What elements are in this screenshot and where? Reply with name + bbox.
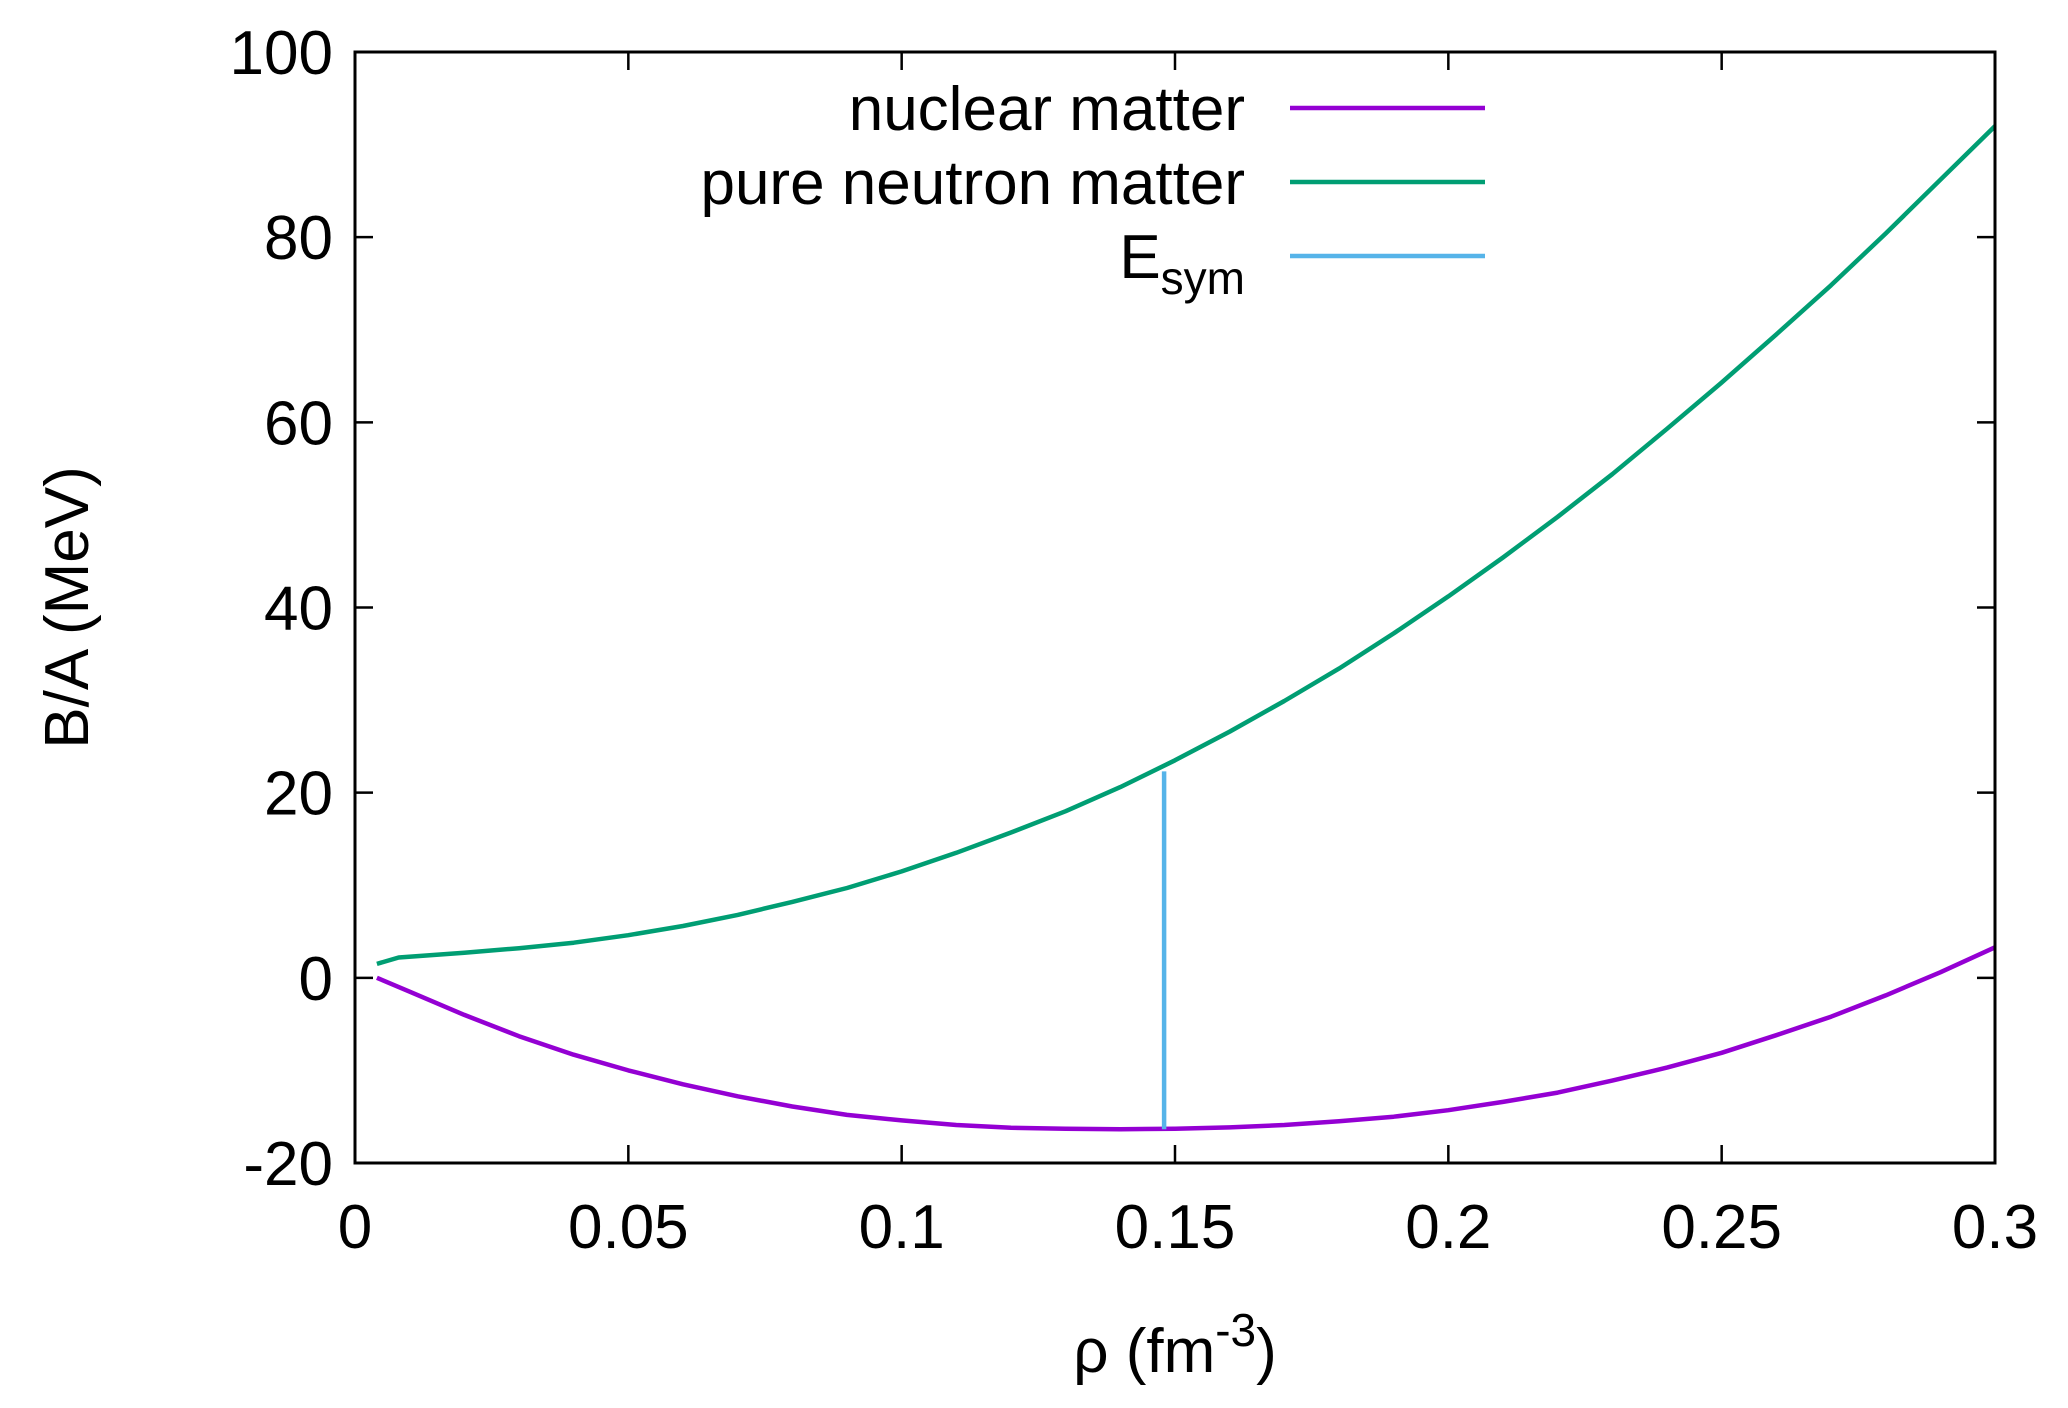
legend-label-esym-base: E [1119, 223, 1160, 292]
y-tick-label: 60 [264, 389, 333, 458]
series-line-pure-neutron-matter [376, 124, 1997, 967]
series-layer [376, 124, 1997, 1132]
y-tick-label: 100 [230, 19, 333, 88]
legend: nuclear matter pure neutron matter Esym [700, 75, 1485, 304]
x-axis-label: ρ (fm-3) [1073, 1304, 1277, 1386]
x-axis-label-base: ρ (fm [1073, 1317, 1215, 1386]
x-tick-label: 0.3 [1952, 1193, 2038, 1262]
x-tick-label: 0.25 [1661, 1193, 1782, 1262]
x-tick-label: 0.15 [1115, 1193, 1236, 1262]
x-axis-label-tail: ) [1256, 1317, 1277, 1386]
legend-label-esym: Esym [1119, 223, 1245, 304]
x-tick-label: 0.2 [1405, 1193, 1491, 1262]
legend-label-pure-neutron-matter: pure neutron matter [700, 149, 1245, 218]
x-tick-label: 0 [338, 1193, 372, 1262]
legend-label-esym-subscript: sym [1161, 252, 1245, 304]
plot-frame [353, 50, 1997, 1165]
y-tick-label: 40 [264, 575, 333, 644]
y-tick-label: 80 [264, 204, 333, 273]
x-tick-label: 0.05 [568, 1193, 689, 1262]
y-tick-label: 0 [299, 945, 333, 1014]
y-axis-label: B/A (MeV) [33, 466, 102, 749]
x-tick-label: 0.1 [859, 1193, 945, 1262]
y-tick-label: -20 [243, 1130, 333, 1199]
legend-label-nuclear-matter: nuclear matter [849, 75, 1245, 144]
y-tick-label: 20 [264, 760, 333, 829]
x-axis-label-superscript: -3 [1215, 1304, 1256, 1356]
series-line-nuclear-matter [376, 945, 1996, 1132]
